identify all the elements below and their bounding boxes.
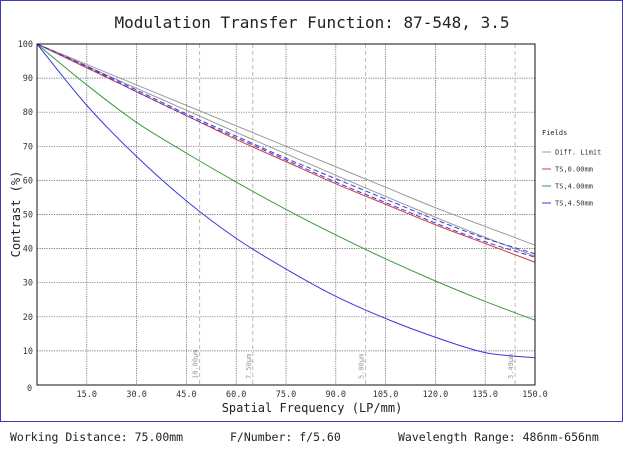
y-tick-label: 90 bbox=[23, 74, 33, 84]
series-line bbox=[36, 43, 536, 263]
x-tick-label: 0 bbox=[27, 384, 32, 394]
series-line bbox=[36, 43, 536, 257]
series-line bbox=[36, 43, 536, 359]
y-tick-label: 80 bbox=[23, 108, 33, 118]
field-marker-label: 7.50μm bbox=[245, 354, 253, 379]
x-tick-label: 105.0 bbox=[373, 390, 399, 400]
y-axis-label: Contrast (%) bbox=[9, 171, 23, 258]
series-line bbox=[36, 43, 536, 258]
series-line bbox=[36, 43, 536, 255]
field-marker-label: 10.00μm bbox=[192, 349, 200, 379]
legend-title: Fields bbox=[542, 129, 567, 137]
x-tick-label: 150.0 bbox=[522, 390, 548, 400]
grid bbox=[37, 43, 536, 385]
mtf-chart: Modulation Transfer Function: 87-548, 3.… bbox=[0, 0, 623, 421]
x-tick-label: 15.0 bbox=[77, 390, 97, 400]
y-tick-label: 40 bbox=[23, 245, 33, 255]
legend-label: TS,4.00mm bbox=[555, 183, 593, 191]
y-tick-label: 50 bbox=[23, 211, 33, 221]
x-tick-label: 60.0 bbox=[226, 390, 246, 400]
wavelength-range-text: Wavelength Range: 486nm-656nm bbox=[398, 430, 599, 444]
tick-labels: 15.0 30.0 45.0 60.0 75.0 90.0 105.0 120.0 135.0 1… bbox=[18, 40, 548, 400]
legend: Fields Diff. Limit TS,0.00mm TS,4.00mm TS,4… bbox=[542, 129, 601, 208]
series-line bbox=[36, 43, 536, 246]
plot-frame bbox=[36, 43, 536, 386]
footer-bar: Working Distance: 75.00mm F/Number: f/5.… bbox=[0, 421, 623, 451]
chart-title: Modulation Transfer Function: 87-548, 3.… bbox=[115, 13, 510, 32]
field-marker-label: 3.49μm bbox=[507, 354, 515, 379]
field-markers: 10.00μm 7.50μm 5.00μm 3.49μm bbox=[192, 44, 516, 385]
y-tick-label: 100 bbox=[18, 40, 33, 50]
y-tick-label: 70 bbox=[23, 142, 33, 152]
field-marker-label: 5.00μm bbox=[358, 354, 366, 379]
legend-label: TS,0.00mm bbox=[555, 166, 593, 174]
x-tick-label: 75.0 bbox=[276, 390, 296, 400]
x-tick-label: 30.0 bbox=[126, 390, 146, 400]
y-tick-label: 30 bbox=[23, 279, 33, 289]
y-tick-label: 20 bbox=[23, 313, 33, 323]
legend-label: Diff. Limit bbox=[555, 149, 601, 157]
f-number-text: F/Number: f/5.60 bbox=[230, 430, 341, 444]
legend-label: TS,4.50mm bbox=[555, 200, 593, 208]
y-tick-label: 60 bbox=[23, 176, 33, 186]
series-line bbox=[36, 43, 536, 321]
working-distance-text: Working Distance: 75.00mm bbox=[10, 430, 184, 444]
axes bbox=[36, 43, 536, 386]
x-tick-label: 120.0 bbox=[423, 390, 449, 400]
x-tick-label: 90.0 bbox=[326, 390, 346, 400]
x-tick-label: 45.0 bbox=[176, 390, 196, 400]
y-tick-label: 10 bbox=[23, 347, 33, 357]
x-tick-label: 135.0 bbox=[472, 390, 498, 400]
x-axis-label: Spatial Frequency (LP/mm) bbox=[222, 401, 403, 415]
series-lines bbox=[36, 43, 536, 359]
